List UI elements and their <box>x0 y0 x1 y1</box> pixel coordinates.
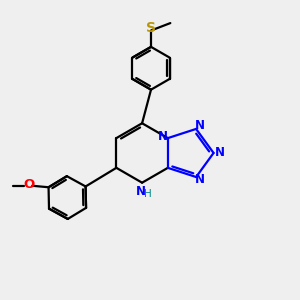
Text: S: S <box>146 21 156 35</box>
Text: N: N <box>158 130 167 143</box>
Text: H: H <box>144 189 152 199</box>
Text: O: O <box>23 178 34 191</box>
Text: N: N <box>215 146 225 160</box>
Text: N: N <box>136 184 146 197</box>
Text: N: N <box>195 173 205 187</box>
Text: N: N <box>195 119 205 133</box>
